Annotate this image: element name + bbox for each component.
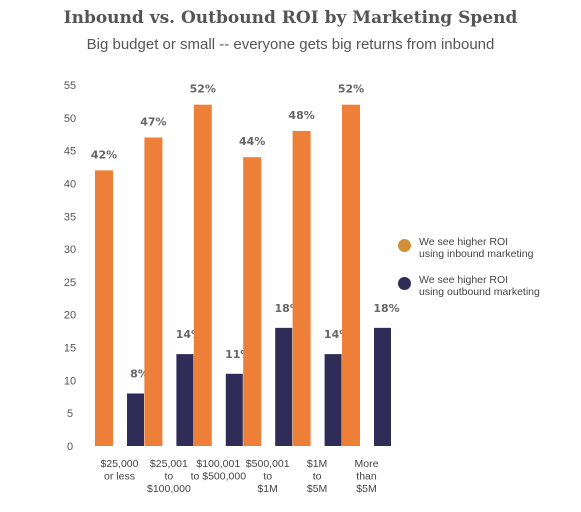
legend-item-outbound: We see higher ROI using outbound marketi… [398,274,578,298]
x-tick-label: $5M [307,483,327,495]
bar-inbound [144,137,163,446]
x-tick-label: More [355,458,379,470]
y-tick-label: 45 [64,146,76,158]
x-tick-label: $500,001 [246,458,290,470]
data-label-inbound: 48% [288,109,314,122]
bar-inbound [193,104,212,446]
y-tick-label: 50 [64,113,76,125]
data-label-inbound: 44% [239,135,265,148]
y-tick-label: 0 [67,441,73,453]
data-label-inbound: 47% [140,116,166,129]
bar-outbound [225,373,243,446]
data-label-outbound: 18% [373,302,399,315]
y-tick-label: 10 [64,375,76,387]
x-tick-label: to $500,000 [191,471,247,483]
x-tick-label: to [165,471,174,483]
y-tick-label: 5 [67,408,73,420]
bar-outbound [324,354,342,446]
y-tick-label: 35 [64,211,76,223]
y-tick-label: 30 [64,244,76,256]
bar-outbound [127,393,144,446]
data-label-inbound: 52% [338,83,364,96]
data-label-outbound: 8% [130,367,149,380]
x-tick-label: $1M [307,458,327,470]
legend-label-outbound: We see higher ROI using outbound marketi… [419,274,540,298]
x-tick-label: $25,001 [150,458,188,470]
x-tick-label: to [263,471,272,483]
y-tick-label: 20 [64,310,76,322]
legend: We see higher ROI using inbound marketin… [398,236,578,312]
legend-swatch-outbound [398,277,411,290]
bar-inbound [292,130,311,447]
bar-inbound [243,157,262,446]
x-tick-label: to [313,471,322,483]
x-tick-label: or less [104,471,135,483]
bar-inbound [342,104,360,446]
legend-swatch-inbound [398,239,411,252]
legend-item-inbound: We see higher ROI using inbound marketin… [398,236,578,260]
x-tick-label: $5M [356,483,376,495]
x-tick-label: $100,000 [147,483,191,495]
bar-outbound [275,327,293,446]
legend-label-inbound: We see higher ROI using inbound marketin… [419,236,534,260]
chart-title: Inbound vs. Outbound ROI by Marketing Sp… [63,8,518,28]
data-label-inbound: 42% [91,148,117,161]
bar-outbound [176,354,194,446]
y-tick-label: 15 [64,343,76,355]
x-tick-label: $25,000 [101,458,139,470]
bar-outbound [374,327,391,446]
y-tick-label: 40 [64,178,76,190]
data-label-inbound: 52% [190,83,216,96]
y-tick-label: 55 [64,80,76,92]
bar-inbound [95,170,113,446]
x-tick-label: $1M [257,483,277,495]
chart-subtitle: Big budget or small -- everyone gets big… [86,36,495,53]
y-tick-label: 25 [64,277,76,289]
x-tick-label: than [356,471,377,483]
x-tick-label: $100,001 [196,458,240,470]
